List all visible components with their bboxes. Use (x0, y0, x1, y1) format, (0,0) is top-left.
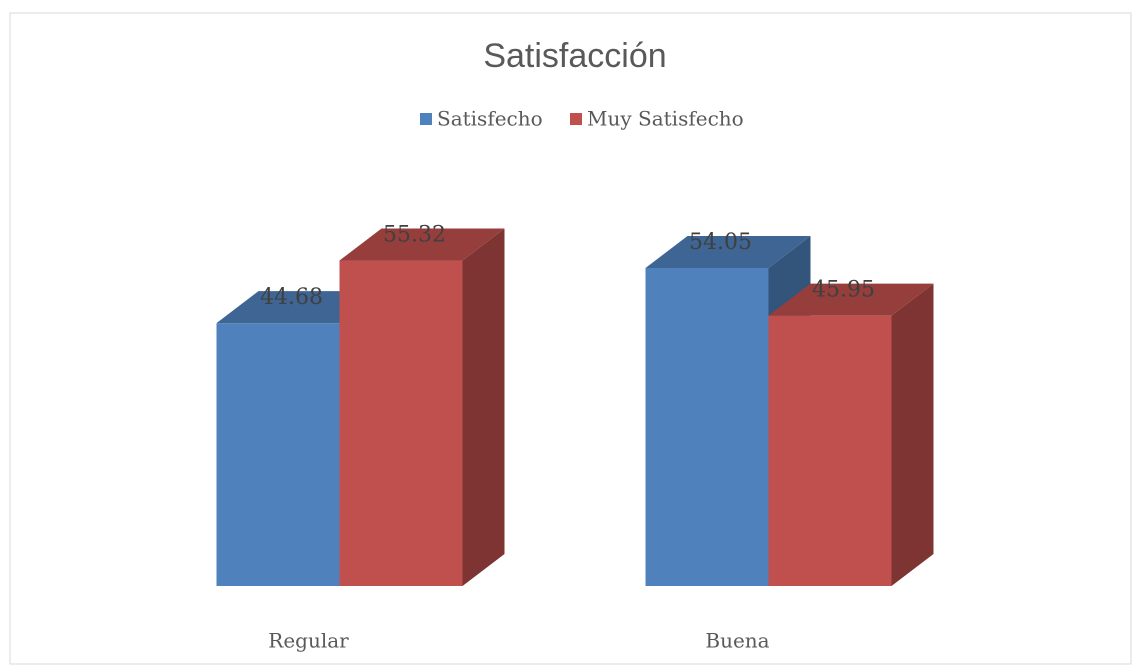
legend-label: Satisfecho (437, 107, 543, 131)
x-tick-label: Regular (268, 629, 349, 653)
x-tick-label: Buena (705, 629, 769, 653)
data-label: 44.68 (260, 285, 323, 310)
bar-face (768, 315, 892, 586)
legend-swatch (570, 113, 582, 125)
legend-label: Muy Satisfecho (587, 107, 744, 131)
bar-face (339, 228, 505, 261)
bar (768, 283, 934, 586)
legend-swatch (420, 113, 432, 125)
bar-face (462, 228, 505, 586)
chart-title: Satisfacción (483, 37, 666, 75)
bar-face (768, 283, 934, 316)
chart-frame (9, 12, 1132, 665)
bar-face (339, 260, 463, 586)
data-label: 54.05 (689, 230, 752, 255)
bar-face (645, 268, 769, 586)
bar-face (216, 323, 340, 586)
bar-face (645, 236, 811, 269)
data-label: 55.32 (383, 223, 446, 248)
bar (339, 228, 505, 586)
bar-face (891, 283, 934, 586)
data-label: 45.95 (812, 278, 875, 303)
